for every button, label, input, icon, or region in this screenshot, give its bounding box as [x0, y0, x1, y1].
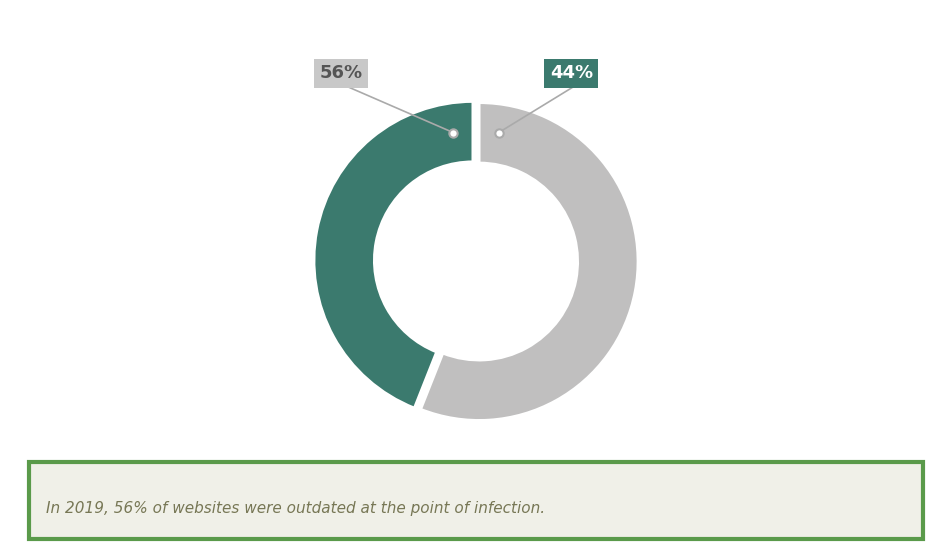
Wedge shape [314, 101, 473, 408]
Text: 44%: 44% [549, 64, 593, 82]
Wedge shape [421, 103, 638, 420]
Text: 56%: 56% [319, 64, 363, 82]
Text: In 2019, 56% of websites were outdated at the point of infection.: In 2019, 56% of websites were outdated a… [47, 500, 545, 516]
Legend: Outdated, Updated: Outdated, Updated [340, 503, 612, 536]
